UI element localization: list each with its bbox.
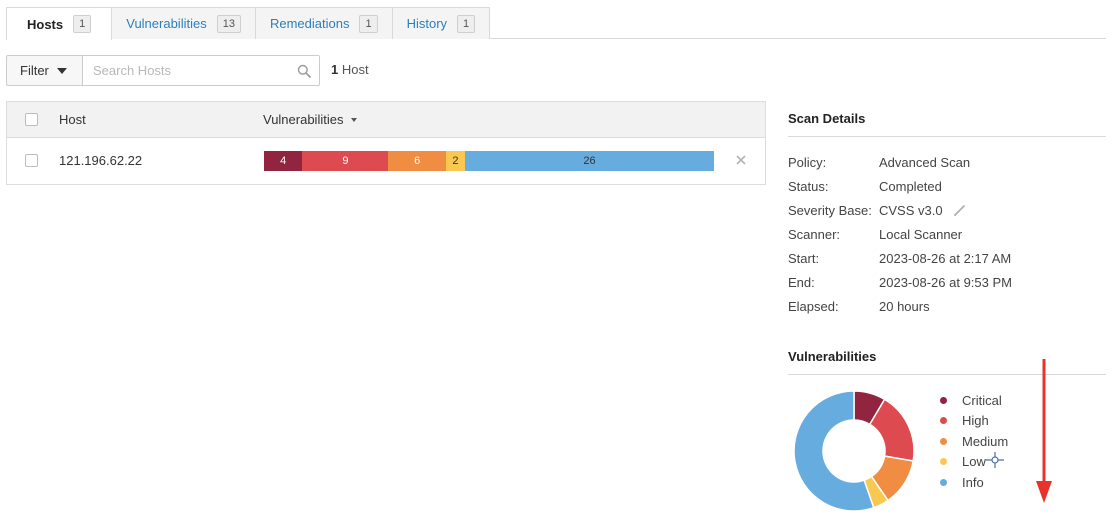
tab-vulnerabilities-count: 13: [216, 14, 241, 33]
host-ip[interactable]: 121.196.62.22: [59, 153, 143, 168]
tab-hosts-label: Hosts: [27, 16, 64, 32]
tab-remediations-label: Remediations: [269, 16, 350, 31]
column-header-vulnerabilities-label: Vulnerabilities: [263, 112, 344, 127]
legend-dot-medium: [940, 437, 947, 445]
sort-caret-icon: [351, 117, 358, 122]
tab-vulnerabilities[interactable]: Vulnerabilities 13: [111, 7, 256, 39]
legend-dot-critical: [940, 396, 947, 404]
legend-label-high: High: [962, 413, 989, 429]
filter-label: Filter: [20, 63, 49, 78]
tab-history-count: 1: [457, 14, 476, 33]
detail-label: End:: [788, 274, 815, 290]
detail-end: End: 2023-08-26 at 9:53 PM: [788, 270, 1106, 294]
tab-vulnerabilities-label: Vulnerabilities: [126, 16, 207, 31]
detail-label: Severity Base:: [788, 202, 872, 218]
legend-item-critical[interactable]: Critical: [940, 390, 1008, 411]
legend-dot-high: [940, 417, 947, 425]
detail-label: Elapsed:: [788, 298, 839, 314]
legend-item-low[interactable]: Low: [940, 452, 1008, 473]
detail-label: Status:: [788, 178, 829, 194]
severity-base-value: CVSS v3.0: [879, 202, 943, 218]
vulnerabilities-title: Vulnerabilities: [788, 349, 1106, 375]
legend-label-low: Low: [962, 454, 986, 470]
search-icon[interactable]: [289, 56, 319, 85]
table-row[interactable]: 121.196.62.22 4 9 6 2 26: [7, 138, 765, 184]
legend-dot-info: [940, 478, 947, 486]
pencil-icon[interactable]: [953, 204, 966, 217]
search-input[interactable]: [83, 56, 289, 85]
severity-segment-high[interactable]: 9: [302, 151, 389, 171]
host-count-label: Host: [341, 62, 369, 77]
legend-label-info: Info: [962, 474, 984, 490]
search-box: [82, 55, 320, 86]
vulnerabilities-donut-chart[interactable]: [793, 388, 915, 515]
detail-label: Start:: [788, 250, 820, 266]
detail-value: Completed: [879, 178, 942, 194]
column-header-vulnerabilities[interactable]: Vulnerabilities: [263, 112, 358, 127]
vulnerabilities-legend: Critical High Medium Low Info: [940, 390, 1008, 493]
legend-label-critical: Critical: [962, 392, 1002, 408]
host-count: 1 Host: [331, 62, 369, 77]
detail-label: Policy:: [788, 154, 827, 170]
tab-history-label: History: [406, 16, 448, 31]
hosts-table: Host Vulnerabilities 121.196.62.22 4 9 6…: [6, 101, 766, 185]
select-all-checkbox[interactable]: [25, 113, 38, 126]
tab-bar: Hosts 1 Vulnerabilities 13 Remediations …: [6, 7, 1106, 40]
row-checkbox[interactable]: [25, 154, 38, 167]
legend-item-high[interactable]: High: [940, 411, 1008, 432]
table-header: Host Vulnerabilities: [7, 102, 765, 138]
detail-value: CVSS v3.0: [879, 203, 966, 218]
tab-hosts[interactable]: Hosts 1: [6, 7, 113, 40]
legend-dot-low: [940, 458, 947, 466]
red-arrow-icon: [1036, 359, 1052, 503]
legend-item-medium[interactable]: Medium: [940, 431, 1008, 452]
severity-segment-info[interactable]: 26: [465, 151, 714, 171]
detail-start: Start: 2023-08-26 at 2:17 AM: [788, 246, 1106, 270]
severity-segment-critical[interactable]: 4: [264, 151, 303, 171]
detail-value: Advanced Scan: [879, 154, 971, 170]
crosshair-cursor-icon: [986, 452, 1004, 468]
scan-details-header: Scan Details: [788, 111, 1106, 137]
detail-value: Local Scanner: [879, 226, 963, 242]
caret-down-icon: [56, 67, 67, 74]
detail-elapsed: Elapsed: 20 hours: [788, 294, 1106, 318]
column-header-host[interactable]: Host: [59, 112, 86, 127]
tab-history[interactable]: History 1: [391, 7, 491, 39]
tab-remediations[interactable]: Remediations 1: [254, 7, 393, 39]
tab-remediations-count: 1: [359, 14, 378, 33]
detail-value: 2023-08-26 at 9:53 PM: [879, 274, 1012, 290]
detail-status: Status: Completed: [788, 174, 1106, 198]
host-count-number: 1: [331, 62, 339, 77]
scan-details-title: Scan Details: [788, 111, 1106, 137]
severity-segment-medium[interactable]: 6: [388, 151, 446, 171]
vulnerabilities-header: Vulnerabilities: [788, 349, 1106, 375]
tab-hosts-count: 1: [73, 15, 92, 33]
detail-policy: Policy: Advanced Scan: [788, 150, 1106, 174]
scan-details: Policy: Advanced Scan Status: Completed …: [788, 150, 1106, 318]
close-icon[interactable]: [733, 152, 749, 168]
filter-button[interactable]: Filter: [6, 55, 82, 86]
severity-segment-low[interactable]: 2: [445, 151, 466, 171]
detail-severity-base: Severity Base: CVSS v3.0: [788, 198, 1106, 222]
detail-label: Scanner:: [788, 226, 841, 242]
legend-label-medium: Medium: [962, 433, 1009, 449]
severity-bar[interactable]: 4 9 6 2 26: [264, 151, 714, 171]
detail-value: 20 hours: [879, 298, 930, 314]
detail-scanner: Scanner: Local Scanner: [788, 222, 1106, 246]
donut-slice-info[interactable]: [793, 390, 875, 512]
detail-value: 2023-08-26 at 2:17 AM: [879, 250, 1012, 266]
legend-item-info[interactable]: Info: [940, 472, 1008, 493]
